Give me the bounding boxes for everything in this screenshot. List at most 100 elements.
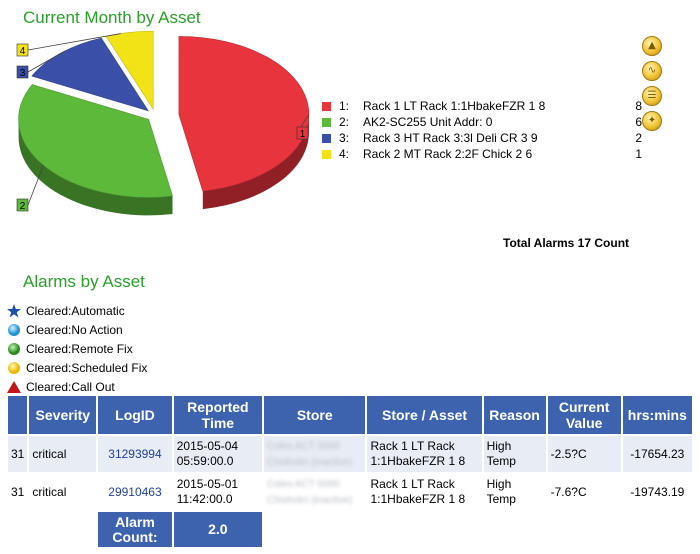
blank-cell xyxy=(8,512,28,547)
row-number: 31 xyxy=(8,436,28,472)
reported-time-cell: 2015-05-01 11:42:00.0 xyxy=(173,474,263,510)
status-label: Cleared:No Action xyxy=(26,322,123,337)
legend-item-1: 1: Rack 1 LT Rack 1:1HbakeFZR 1 8 8 xyxy=(322,98,642,114)
slice-label-4: 4 xyxy=(20,46,26,57)
pie-slice-2[interactable] xyxy=(18,84,173,198)
pie-slice-side-1 xyxy=(202,114,309,210)
col-header-severity[interactable]: Severity xyxy=(29,396,97,434)
legend-swatch-2 xyxy=(322,117,331,127)
status-no-action: Cleared:No Action xyxy=(6,320,147,339)
col-header-logid[interactable]: LogID xyxy=(98,396,172,434)
table-row[interactable]: 31 critical 31293994 2015-05-04 05:59:00… xyxy=(8,436,692,472)
hrs-mins-cell: -17654.23 xyxy=(622,436,692,472)
col-header-current-value[interactable]: Current Value xyxy=(547,396,621,434)
store-name: Coles ACT 0000 Chisholm (inactive) xyxy=(267,441,353,468)
legend-swatch-1 xyxy=(322,101,331,111)
status-automatic: Cleared:Automatic xyxy=(6,301,147,320)
current-value-cell: -7.6?C xyxy=(547,474,621,510)
slice-label-2: 2 xyxy=(20,201,26,212)
col-header-blank xyxy=(8,396,28,434)
slice-leader-line-3 xyxy=(27,50,66,73)
col-header-store[interactable]: Store xyxy=(264,396,366,434)
legend-value: 8 xyxy=(635,99,642,113)
legend-swatch-4 xyxy=(322,149,331,159)
severity-cell: critical xyxy=(29,474,97,510)
legend-swatch-3 xyxy=(322,133,331,143)
legend-index: 3: xyxy=(339,131,350,145)
alarm-count-label: Alarm Count: xyxy=(98,512,172,547)
slice-label-box-4 xyxy=(16,43,29,57)
slice-leader-line-2 xyxy=(27,165,44,206)
severity-cell: critical xyxy=(29,436,97,472)
status-label: Cleared:Scheduled Fix xyxy=(26,360,148,375)
alarm-count-value: 2.0 xyxy=(173,512,263,547)
pie-legend: 1: Rack 1 LT Rack 1:1HbakeFZR 1 8 8 2: A… xyxy=(322,98,642,162)
slice-label-box-1 xyxy=(296,126,309,140)
asset-cell: Rack 1 LT Rack 1:1HbakeFZR 1 8 xyxy=(367,436,482,472)
legend-item-2: 2: AK2-SC255 Unit Addr: 0 6 xyxy=(322,114,642,130)
legend-label: Rack 2 MT Rack 2:2F Chick 2 6 xyxy=(363,147,533,161)
blank-cell xyxy=(264,512,692,547)
alarms-title: Alarms by Asset xyxy=(23,272,145,291)
col-header-hrs-mins[interactable]: hrs:mins xyxy=(622,396,692,434)
blue-circle-icon xyxy=(6,323,22,337)
status-label: Cleared:Remote Fix xyxy=(26,341,133,356)
legend-value: 6 xyxy=(635,115,642,129)
logid-link[interactable]: 29910463 xyxy=(98,474,172,510)
legend-label: Rack 1 LT Rack 1:1HbakeFZR 1 8 xyxy=(363,99,546,113)
pie-slice-1[interactable] xyxy=(178,36,310,192)
slice-label-3: 3 xyxy=(20,68,26,79)
table-header: Severity LogID Reported Time Store Store… xyxy=(8,396,692,434)
reason-cell: High Temp xyxy=(483,436,546,472)
legend-value: 2 xyxy=(635,131,642,145)
store-name: Coles ACT 0000 Chisholm (inactive) xyxy=(267,479,353,506)
legend-value: 1 xyxy=(635,147,642,161)
hrs-mins-cell: -19743.19 xyxy=(622,474,692,510)
red-triangle-icon xyxy=(6,380,22,394)
legend-index: 1: xyxy=(339,99,350,113)
slice-label-box-3 xyxy=(16,65,29,79)
pie-chart: 1 2 3 4 xyxy=(16,30,310,216)
wrench-icon[interactable]: ✦ xyxy=(642,111,662,131)
status-scheduled-fix: Cleared:Scheduled Fix xyxy=(6,358,147,377)
chart-icon[interactable]: ▲ xyxy=(642,36,662,56)
store-cell: Coles ACT 0000 Chisholm (inactive) xyxy=(264,436,366,472)
logid-link[interactable]: 31293994 xyxy=(98,436,172,472)
green-circle-icon xyxy=(6,342,22,356)
status-legend: Cleared:Automatic Cleared:No Action Clea… xyxy=(6,301,147,396)
legend-item-4: 4: Rack 2 MT Rack 2:2F Chick 2 6 1 xyxy=(322,146,642,162)
slice-label-1: 1 xyxy=(300,129,306,140)
current-value-cell: -2.5?C xyxy=(547,436,621,472)
col-header-store-asset[interactable]: Store / Asset xyxy=(367,396,482,434)
col-header-reported-time[interactable]: Reported Time xyxy=(173,396,263,434)
col-header-reason[interactable]: Reason xyxy=(483,396,546,434)
asset-cell: Rack 1 LT Rack 1:1HbakeFZR 1 8 xyxy=(367,474,482,510)
legend-index: 2: xyxy=(339,115,350,129)
legend-label: AK2-SC255 Unit Addr: 0 xyxy=(363,115,493,129)
row-number: 31 xyxy=(8,474,28,510)
legend-item-3: 3: Rack 3 HT Rack 3:3l Deli CR 3 9 2 xyxy=(322,130,642,146)
alarms-table: Severity LogID Reported Time Store Store… xyxy=(6,394,694,549)
legend-index: 4: xyxy=(339,147,350,161)
pie-slice-side-2 xyxy=(18,119,173,216)
store-cell: Coles ACT 0000 Chisholm (inactive) xyxy=(264,474,366,510)
yellow-circle-icon xyxy=(6,361,22,375)
slice-leader-line-4 xyxy=(27,33,121,51)
reason-cell: High Temp xyxy=(483,474,546,510)
status-call-out: Cleared:Call Out xyxy=(6,377,147,396)
table-row[interactable]: 31 critical 29910463 2015-05-01 11:42:00… xyxy=(8,474,692,510)
slice-label-box-2 xyxy=(16,198,29,212)
total-alarms: Total Alarms 17 Count xyxy=(503,236,630,250)
legend-label: Rack 3 HT Rack 3:3l Deli CR 3 9 xyxy=(363,131,538,145)
status-label: Cleared:Automatic xyxy=(26,303,125,318)
list-icon[interactable]: ☰ xyxy=(642,86,662,106)
status-remote-fix: Cleared:Remote Fix xyxy=(6,339,147,358)
wave-icon[interactable]: ∿ xyxy=(642,61,662,81)
blue-star-icon xyxy=(6,303,22,318)
reported-time-cell: 2015-05-04 05:59:00.0 xyxy=(173,436,263,472)
alarm-count-row: Alarm Count: 2.0 xyxy=(8,512,692,547)
current-month-title: Current Month by Asset xyxy=(23,8,201,27)
chart-tools: ▲ ∿ ☰ ✦ xyxy=(642,36,662,136)
blank-cell xyxy=(29,512,97,547)
status-label: Cleared:Call Out xyxy=(26,379,115,394)
